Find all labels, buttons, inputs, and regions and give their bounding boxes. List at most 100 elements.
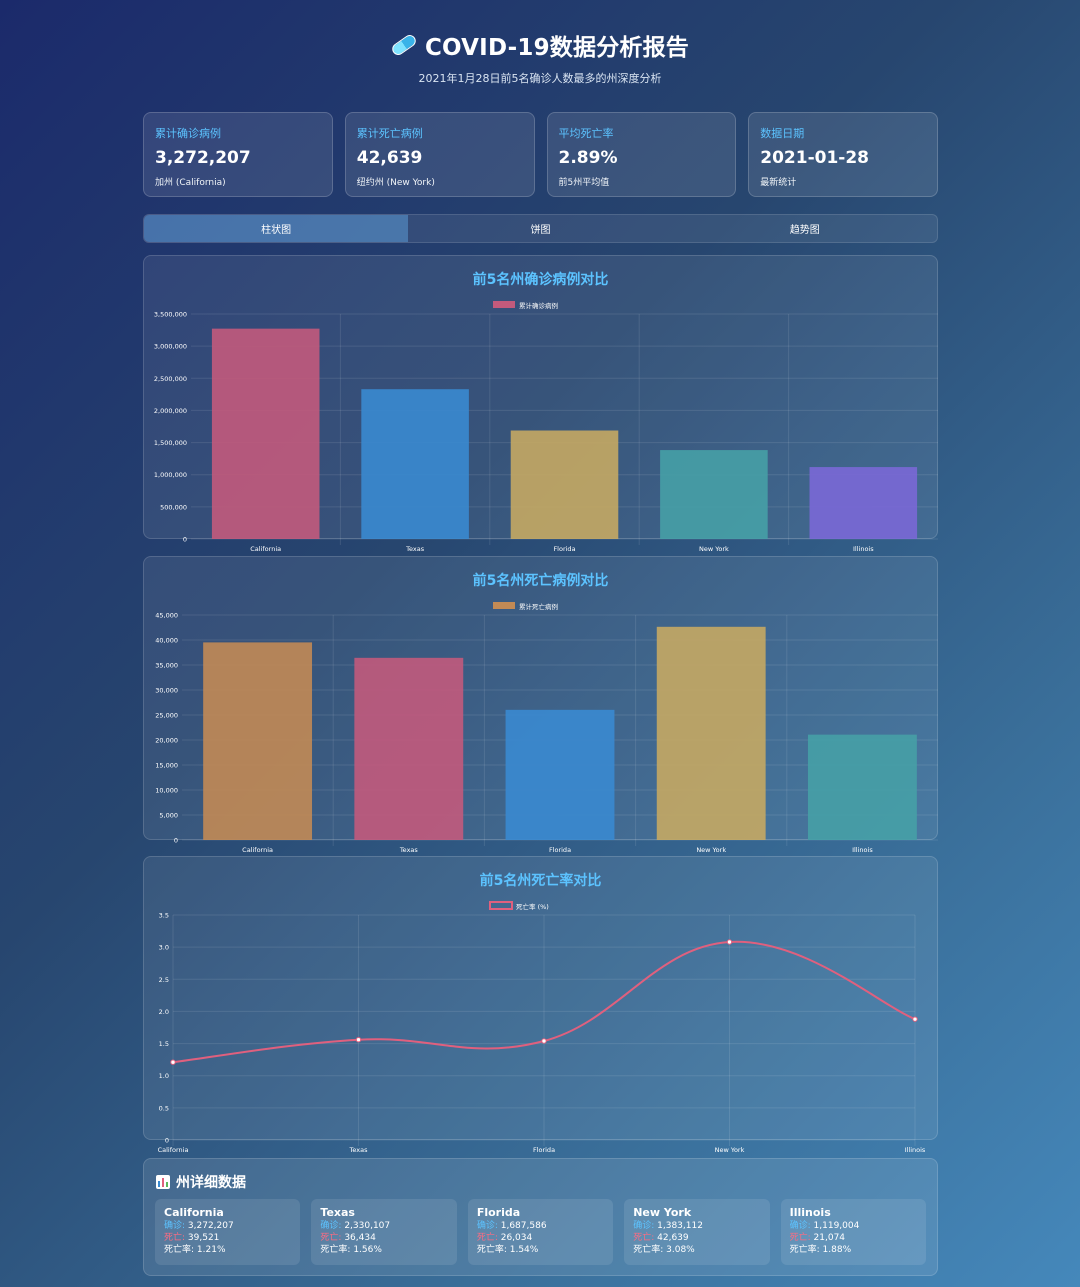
chart-legend: 死亡率 (%) (489, 901, 549, 911)
details-title: 州详细数据 (176, 1175, 246, 1191)
state-card-list: California 确诊: 3,272,207 死亡: 39,521 死亡率:… (155, 1199, 927, 1265)
y-tick-label: 3,500,000 (154, 311, 187, 319)
chart-legend: 累计死亡病例 (493, 602, 558, 611)
state-name: Florida (476, 1206, 521, 1219)
stat-label: 平均死亡率 (558, 127, 614, 140)
rate-value: 3.08% (666, 1245, 695, 1255)
stat-desc: 加州 (California) (155, 178, 226, 188)
state-rate: 死亡率: 1.56% (320, 1244, 447, 1256)
bars: California Texas Florida New York Illinois (211, 328, 918, 553)
stat-label: 累计死亡病例 (356, 127, 423, 140)
tab-trend-chart[interactable]: 趋势图 (789, 225, 820, 236)
y-tick-label: 500,000 (160, 503, 187, 511)
bar-texas (361, 389, 469, 539)
point-illinois (912, 1016, 918, 1022)
y-tick-label: 2,000,000 (154, 407, 187, 415)
bar-california (211, 328, 320, 539)
chart-card-deaths: 前5名州死亡病例对比 累计死亡病例 0 5,000 10,000 15,000 20,00… (143, 556, 938, 854)
deaths-label: 死亡: (164, 1233, 186, 1243)
state-deaths: 死亡: 42,639 (633, 1232, 760, 1244)
stat-value: 3,272,207 (155, 148, 251, 168)
x-tick-label: Illinois (853, 545, 874, 553)
state-card-florida: Florida 确诊: 1,687,586 死亡: 26,034 死亡率: 1.… (467, 1199, 614, 1265)
y-tick-label: 10,000 (155, 787, 178, 795)
confirmed-label: 确诊: (476, 1221, 498, 1231)
legend-swatch (493, 301, 515, 308)
deaths-value: 39,521 (187, 1233, 220, 1243)
state-rate: 死亡率: 1.88% (790, 1244, 917, 1256)
x-tick-label: Texas (349, 1146, 369, 1154)
state-rate: 死亡率: 3.08% (633, 1244, 760, 1256)
page-subtitle: 2021年1月28日前5名确诊人数最多的州深度分析 (418, 72, 662, 85)
point-new-york (726, 939, 733, 945)
rate-label: 死亡率: (789, 1245, 820, 1255)
confirmed-value: 3,272,207 (187, 1221, 234, 1231)
confirmed-label: 确诊: (789, 1221, 811, 1231)
deaths-value: 26,034 (500, 1233, 533, 1243)
tab-pie-chart[interactable]: 饼图 (530, 225, 551, 236)
bar-florida (510, 430, 619, 539)
state-name: California (164, 1206, 224, 1219)
deaths-label: 死亡: (476, 1233, 498, 1243)
y-tick-label: 30,000 (155, 687, 178, 695)
page-header: COVID-19数据分析报告 2021年1月28日前5名确诊人数最多的州深度分析 (0, 28, 1080, 86)
death-rate-line-chart: 死亡率 (%) 0 0.5 1.0 1.5 2.0 2.5 3.0 3.5 California T… (158, 901, 926, 1154)
stats-row: 累计确诊病例 3,272,207 加州 (California) 累计死亡病例 … (143, 112, 938, 197)
point-florida (541, 1038, 547, 1044)
chart-tabs: 柱状图 饼图 趋势图 (143, 214, 938, 243)
rate-label: 死亡率: (164, 1245, 195, 1255)
confirmed-value: 2,330,107 (344, 1221, 391, 1231)
state-card-illinois: Illinois 确诊: 1,119,004 死亡: 21,074 死亡率: 1… (780, 1199, 927, 1265)
tab-bar-chart[interactable]: 柱状图 (144, 215, 409, 242)
rate-label: 死亡率: (320, 1245, 351, 1255)
state-name: New York (633, 1206, 692, 1219)
chart-card-confirmed: 前5名州确诊病例对比 累计确诊病例 0 500,000 1,000,000 1,500,… (143, 255, 938, 553)
chart-title: 前5名州确诊病例对比 (472, 272, 609, 288)
state-rate: 死亡率: 1.21% (164, 1244, 291, 1256)
confirmed-bar-chart: 累计确诊病例 0 500,000 1,000,000 1,500,000 2,000,00… (154, 301, 938, 553)
y-tick-label: 1,000,000 (154, 471, 187, 479)
state-rate: 死亡率: 1.54% (477, 1244, 604, 1256)
rate-label: 死亡率: (476, 1245, 507, 1255)
state-confirmed: 确诊: 2,330,107 (320, 1220, 447, 1232)
state-card-new-york: New York 确诊: 1,383,112 死亡: 42,639 死亡率: 3… (624, 1199, 770, 1265)
stat-card-deaths: 累计死亡病例 42,639 纽约州 (New York) (344, 112, 535, 197)
x-tick-label: New York (715, 1146, 745, 1154)
rate-value: 1.56% (353, 1245, 382, 1255)
confirmed-value: 1,119,004 (813, 1221, 860, 1231)
x-tick-label: Florida (533, 1146, 555, 1154)
y-tick-label: 1.5 (159, 1040, 169, 1048)
y-tick-label: 0.5 (159, 1104, 169, 1112)
confirmed-value: 1,383,112 (657, 1221, 703, 1231)
stat-label: 累计确诊病例 (155, 127, 221, 140)
chart-title: 前5名州死亡病例对比 (472, 573, 609, 589)
y-tick-label: 0 (183, 536, 187, 544)
state-deaths: 死亡: 21,074 (790, 1232, 917, 1244)
bar-illinois (807, 734, 917, 840)
state-details-panel: 州详细数据 California 确诊: 3,272,207 死亡: 39,52… (143, 1158, 938, 1276)
state-deaths: 死亡: 36,434 (320, 1232, 447, 1244)
page-title-row: COVID-19数据分析报告 (0, 28, 1080, 62)
deaths-label: 死亡: (789, 1233, 811, 1243)
y-tick-label: 5,000 (159, 812, 178, 820)
page-title: COVID-19数据分析报告 (424, 35, 690, 61)
x-tick-label: Illinois (852, 846, 873, 854)
y-tick-label: 15,000 (155, 762, 178, 770)
stat-value: 2021-01-28 (760, 148, 869, 168)
x-tick-label: California (242, 846, 273, 854)
confirmed-value: 1,687,586 (500, 1221, 547, 1231)
y-tick-label: 2.5 (159, 976, 169, 984)
state-card-texas: Texas 确诊: 2,330,107 死亡: 36,434 死亡率: 1.56… (311, 1199, 457, 1265)
y-tick-label: 3.5 (159, 912, 169, 920)
line-series: California Texas Florida New York Illinois (158, 939, 926, 1154)
stat-label: 数据日期 (760, 127, 805, 140)
x-tick-label: California (158, 1146, 189, 1154)
deaths-bar-chart: 累计死亡病例 0 5,000 10,000 15,000 20,000 25,000 30,0… (155, 602, 938, 854)
gridlines: 0 0.5 1.0 1.5 2.0 2.5 3.0 3.5 (159, 912, 916, 1146)
x-tick-label: Florida (549, 846, 571, 854)
chart-title: 前5名州死亡率对比 (479, 873, 602, 889)
bar-florida (505, 709, 615, 840)
stat-card-confirmed: 累计确诊病例 3,272,207 加州 (California) (143, 112, 333, 197)
y-tick-label: 40,000 (155, 637, 178, 645)
confirmed-label: 确诊: (320, 1221, 342, 1231)
